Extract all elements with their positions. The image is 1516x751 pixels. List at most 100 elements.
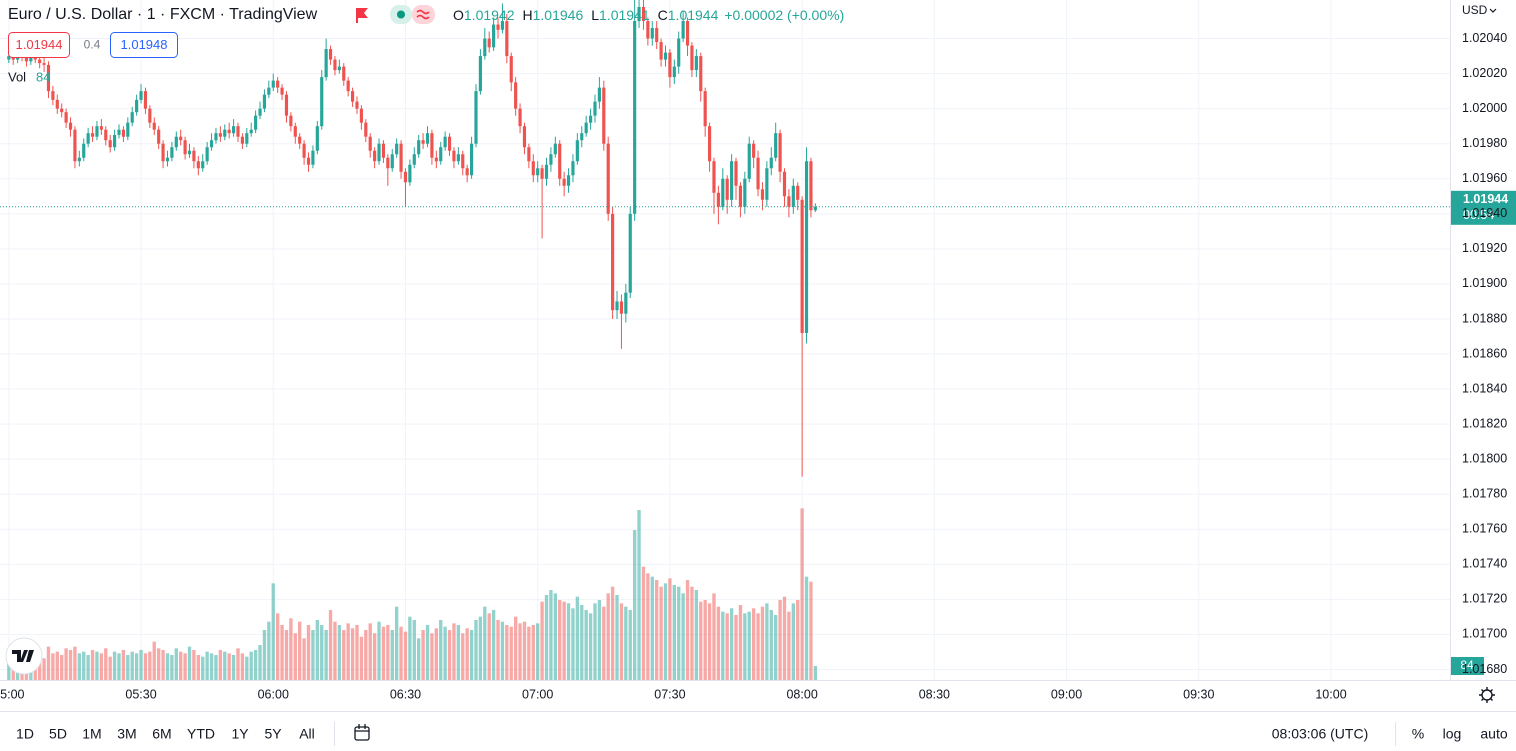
candle-body <box>756 157 760 190</box>
volume-bar <box>412 620 416 680</box>
candle-body <box>703 91 707 127</box>
volume-bar <box>721 611 725 680</box>
volume-bar <box>712 593 716 680</box>
volume-bar <box>126 655 130 680</box>
goto-date-icon[interactable] <box>354 726 370 741</box>
candle-body <box>425 133 430 144</box>
candle-body <box>730 161 734 200</box>
candle-body <box>760 189 765 200</box>
volume-bar <box>549 590 553 680</box>
flag-icon[interactable] <box>356 8 368 23</box>
clock[interactable]: 08:03:06 (UTC) <box>1272 726 1368 742</box>
range-button[interactable]: 1D <box>16 726 34 742</box>
volume-bar <box>55 651 59 680</box>
candle-body <box>668 52 672 78</box>
candle-body <box>800 199 804 333</box>
range-button[interactable]: 6M <box>152 726 171 742</box>
range-button[interactable]: 3M <box>117 726 136 742</box>
candle-body <box>628 213 632 293</box>
candle-body <box>192 150 196 162</box>
buy-button[interactable] <box>110 32 178 58</box>
candle-body <box>108 140 112 148</box>
volume-tag <box>1451 657 1484 675</box>
scale-option[interactable]: log <box>1443 726 1462 742</box>
candle-body <box>707 126 712 162</box>
volume-bar <box>624 606 628 680</box>
volume-bar <box>447 630 452 680</box>
volume-bar <box>588 613 593 680</box>
buy-price[interactable]: 1.01948 <box>121 37 168 52</box>
currency[interactable]: USD <box>1462 3 1488 17</box>
x-tick-label: 06:00 <box>258 687 289 701</box>
volume-bar <box>659 586 663 680</box>
volume-bar <box>86 655 90 680</box>
candle-body <box>804 161 809 333</box>
currency-chevron[interactable] <box>1489 8 1497 13</box>
candle-body <box>113 134 117 148</box>
scale-option[interactable]: auto <box>1480 726 1507 742</box>
scale-option[interactable]: % <box>1412 726 1424 742</box>
range-button[interactable]: YTD <box>187 726 215 742</box>
candle-body <box>518 108 522 127</box>
volume-bar <box>452 623 456 680</box>
volume-bar <box>765 603 769 680</box>
candle-body <box>434 157 438 162</box>
volume-bar <box>267 621 271 680</box>
candle-body <box>655 28 659 43</box>
volume-bar <box>275 613 280 680</box>
candle-body <box>152 122 156 130</box>
candle-body <box>505 21 509 57</box>
candle-body <box>659 42 663 60</box>
range-button[interactable]: All <box>299 726 315 742</box>
spread: 0.4 <box>84 38 101 52</box>
candle-body <box>46 64 51 92</box>
candle-body <box>38 59 42 64</box>
candle-body <box>527 147 531 162</box>
volume-bar <box>584 610 588 680</box>
volume-bar <box>531 625 535 680</box>
volume-bar <box>491 610 496 680</box>
candle-body <box>769 157 773 169</box>
candle-body <box>390 154 394 169</box>
volume-bar <box>156 648 161 680</box>
volume-bar <box>434 628 438 680</box>
volume-bar <box>104 648 108 680</box>
candle-body <box>439 147 443 162</box>
volume-bar <box>245 656 249 680</box>
candle-body <box>681 21 685 39</box>
candle-body <box>126 122 130 137</box>
range-button[interactable]: 1Y <box>231 726 249 742</box>
candle-body <box>447 136 452 151</box>
volume-bar <box>610 586 615 680</box>
candle-body <box>456 154 460 162</box>
volume-bar <box>289 618 293 680</box>
volume-bar <box>456 625 461 680</box>
sell-price[interactable]: 1.01944 <box>16 37 63 52</box>
sell-button[interactable] <box>8 32 70 58</box>
candle-body <box>232 126 236 134</box>
candle-body <box>588 115 593 123</box>
candle-body <box>315 126 319 151</box>
volume-bar <box>421 630 425 680</box>
candle-body <box>179 136 183 141</box>
status-pill[interactable] <box>412 5 435 24</box>
candle-body <box>813 206 817 211</box>
candle-body <box>672 66 676 78</box>
candle-body <box>104 129 108 141</box>
volume-bar <box>536 623 540 680</box>
volume-bar <box>218 650 223 680</box>
candle-body <box>461 154 465 169</box>
ohlc-value: 1.01946 <box>533 7 584 23</box>
volume-legend-value: 84 <box>36 69 50 84</box>
volume-bar <box>315 620 319 680</box>
candle-body <box>143 91 148 109</box>
range-button[interactable]: 5Y <box>264 726 282 742</box>
candle-body <box>64 112 68 123</box>
candle-body <box>619 301 624 314</box>
candle-body <box>514 82 518 109</box>
candle-body <box>161 143 165 162</box>
range-button[interactable]: 5D <box>49 726 67 742</box>
volume-bar <box>672 585 676 680</box>
range-button[interactable]: 1M <box>82 726 101 742</box>
volume-bar <box>518 623 522 680</box>
